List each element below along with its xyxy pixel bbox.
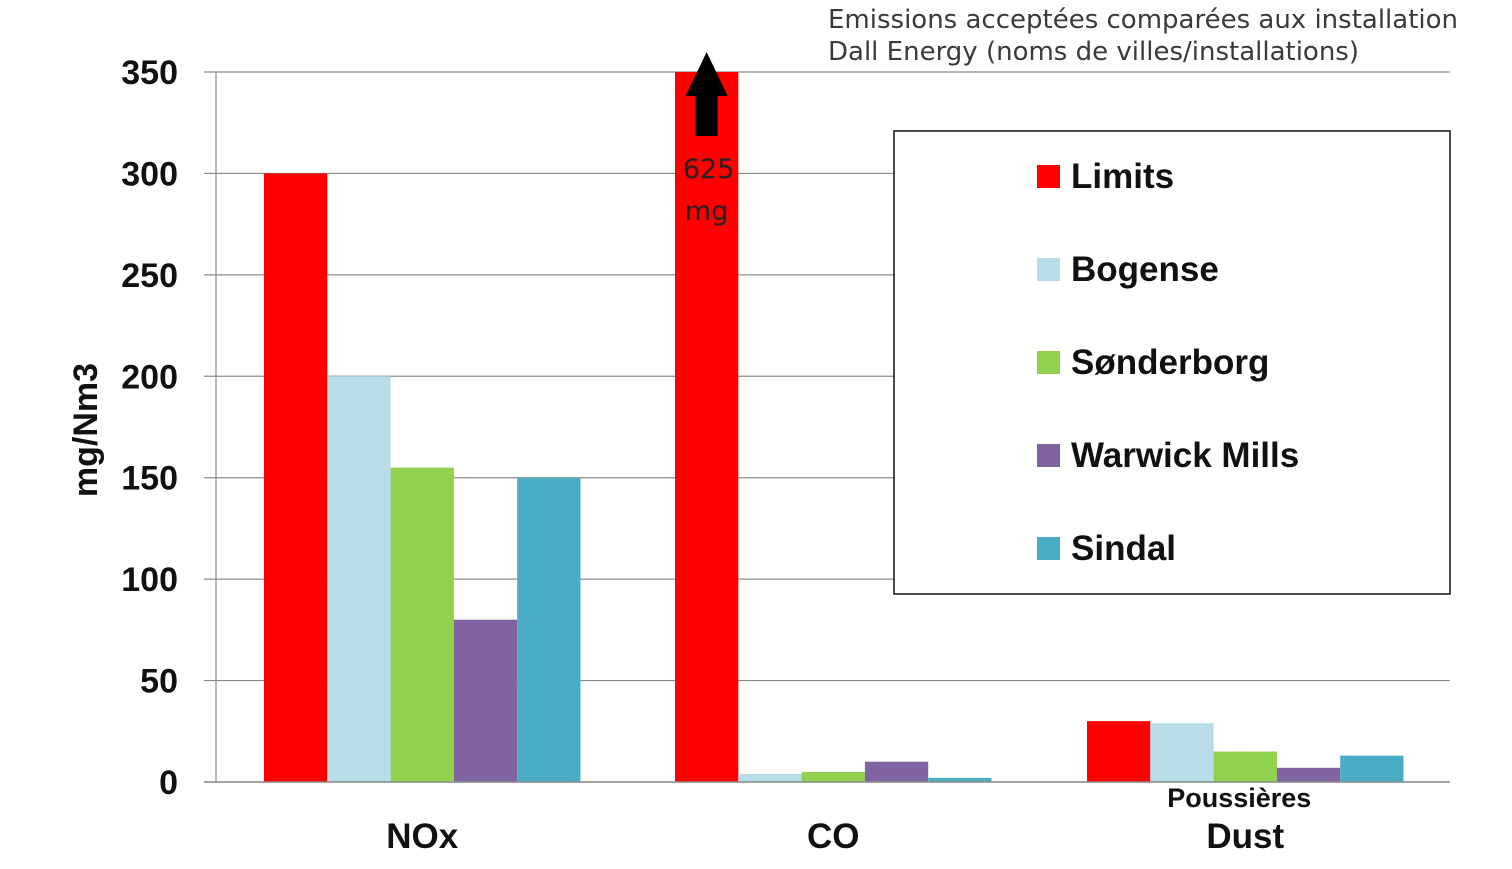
bar-bogense-co — [738, 773, 802, 782]
y-tick-label: 350 — [121, 54, 178, 92]
legend-label: Warwick Mills — [1071, 436, 1299, 475]
y-tick-label: 200 — [121, 358, 178, 396]
y-tick-label: 0 — [159, 764, 178, 802]
legend-label: Sindal — [1071, 529, 1176, 568]
bar-warwick-mills-nox — [453, 619, 518, 782]
bar-sønderborg-dust — [1213, 751, 1277, 782]
bar-limits-nox — [264, 173, 328, 782]
caption-line-1: Emissions acceptées comparées aux instal… — [828, 5, 1459, 35]
legend: Limits Bogense Sønderborg Warwick Mills Sind… — [893, 130, 1451, 595]
y-tick-label: 150 — [121, 460, 178, 498]
x-category-label: CO — [807, 817, 860, 856]
y-tick-label: 100 — [121, 561, 178, 599]
annotations: 625 mg Poussières — [683, 52, 1311, 813]
axes: 0 50 100 150 200 250 300 350 NOx CO Dust — [121, 54, 1450, 856]
overflow-arrow-icon — [685, 52, 728, 136]
x-category-label: Dust — [1206, 817, 1284, 856]
y-tick-label: 300 — [121, 155, 178, 193]
co-limit-unit-label: mg — [685, 196, 728, 227]
legend-swatch — [1037, 444, 1060, 467]
legend-swatch — [1037, 258, 1060, 281]
co-limit-value-label: 625 — [683, 154, 735, 185]
chart-caption: Emissions acceptées comparées aux instal… — [828, 4, 1498, 68]
legend-swatch — [1037, 537, 1060, 560]
legend-label: Bogense — [1071, 250, 1219, 289]
x-category-label: NOx — [386, 817, 459, 856]
legend-label: Sønderborg — [1071, 343, 1269, 382]
y-axis-label: mg/Nm3 — [67, 363, 105, 497]
bar-sindal-nox — [517, 477, 581, 782]
legend-box — [893, 130, 1451, 595]
legend-swatch — [1037, 165, 1060, 188]
legend-label: Limits — [1071, 157, 1174, 196]
legend-swatch — [1037, 351, 1060, 374]
y-tick-label: 250 — [121, 257, 178, 295]
bars — [264, 72, 1404, 782]
bar-bogense-nox — [327, 376, 391, 782]
bar-limits-dust — [1087, 721, 1151, 782]
bar-sønderborg-co — [801, 771, 865, 782]
bar-warwick-mills-co — [864, 761, 929, 782]
bar-bogense-dust — [1150, 723, 1214, 782]
caption-line-2: Dall Energy (noms de villes/installation… — [828, 37, 1359, 67]
bar-sønderborg-nox — [390, 467, 454, 782]
bar-sindal-co — [928, 777, 992, 782]
bar-sindal-dust — [1340, 755, 1404, 782]
bar-limits-co — [675, 72, 739, 782]
bar-warwick-mills-dust — [1276, 767, 1341, 782]
dust-french-label: Poussières — [1167, 783, 1311, 813]
y-tick-label: 50 — [140, 663, 178, 701]
